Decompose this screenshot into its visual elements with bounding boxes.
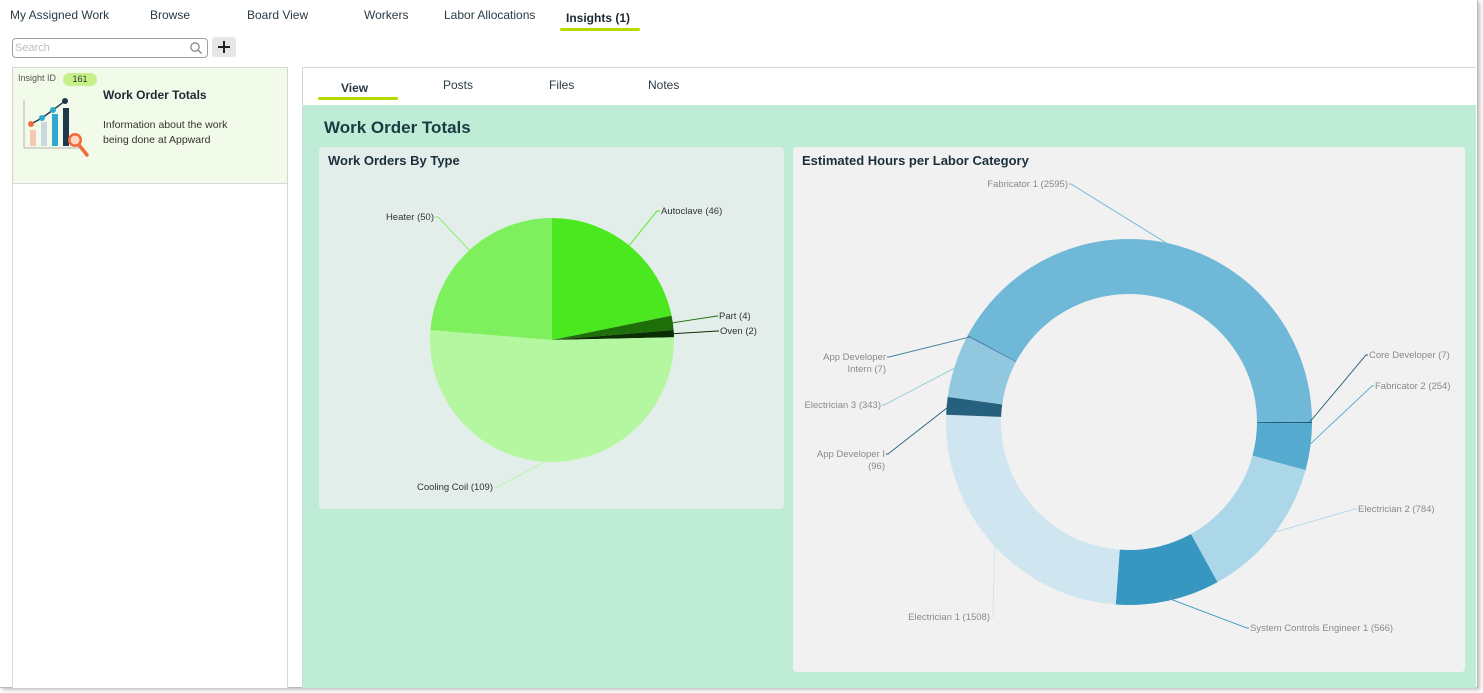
data-label-electrician-3: Electrician 3 (343) — [804, 400, 881, 411]
leader-line-system-controls-engineer-1 — [1167, 597, 1249, 629]
leader-line-electrician-2 — [1270, 508, 1357, 534]
add-insight-button[interactable] — [212, 37, 236, 57]
slice-part[interactable] — [552, 315, 674, 340]
slice-oven[interactable] — [552, 330, 674, 340]
work-orders-pie-chart: Autoclave (46) Part (4) Oven (2) Cooling Co… — [386, 206, 757, 493]
slice-electrician-2[interactable] — [1190, 455, 1306, 583]
insight-id-label: Insight ID — [18, 73, 57, 83]
tab-insights[interactable]: Insights (1) — [566, 11, 631, 25]
insight-title: Work Order Totals — [103, 88, 207, 102]
active-tab-indicator — [560, 28, 640, 31]
search-box — [12, 38, 208, 58]
labor-hours-chart-panel: Estimated Hours per Labor Category Core … — [793, 147, 1465, 672]
leader-line-app-developer-i — [886, 405, 950, 455]
tab-view[interactable]: View — [341, 81, 369, 95]
tab-files[interactable]: Files — [549, 78, 575, 92]
slice-fabricator-2[interactable] — [1252, 422, 1312, 471]
tab-board-view[interactable]: Board View — [247, 8, 309, 22]
insight-description: Information about the work being done at… — [103, 119, 228, 146]
insight-id-badge: 161 — [63, 73, 97, 86]
slice-heater[interactable] — [430, 218, 552, 340]
data-label-system-controls-engineer-1: System Controls Engineer 1 (566) — [1250, 623, 1393, 634]
work-orders-chart-panel: Work Orders By Type Autoclave (46) Part (… — [319, 147, 784, 509]
slice-cooling-coil[interactable] — [430, 330, 674, 463]
leader-line-fabricator-1 — [1069, 183, 1174, 248]
leader-line-cooling-coil — [494, 459, 549, 488]
insight-detail: View Posts Files Notes Work Order Totals… — [302, 67, 1476, 688]
data-label-electrician-2: Electrician 2 (784) — [1358, 504, 1435, 515]
leader-line-oven — [671, 330, 719, 335]
tab-notes[interactable]: Notes — [648, 78, 680, 92]
active-subtab-indicator — [318, 97, 398, 100]
chart-title: Work Orders By Type — [328, 153, 460, 168]
leader-line-electrician-1 — [991, 542, 996, 618]
slice-autoclave[interactable] — [552, 218, 672, 340]
data-label-app-developer-i: App Developer I (96) — [817, 449, 885, 472]
data-label-electrician-1: Electrician 1 (1508) — [908, 612, 990, 623]
data-label-heater: Heater (50) — [386, 212, 434, 223]
leader-line-app-developer-intern — [887, 336, 971, 358]
leader-line-autoclave — [627, 210, 660, 248]
leader-line-electrician-3 — [882, 366, 958, 406]
slice-core-developer[interactable] — [1256, 422, 1312, 424]
leader-line-fabricator-2 — [1307, 385, 1374, 447]
top-navigation: My Assigned Work Browse Board View Worke… — [0, 0, 1477, 36]
search-icon[interactable] — [189, 41, 203, 55]
labor-hours-donut-chart: Core Developer (7) Fabricator 2 (254) Elec… — [804, 179, 1451, 634]
data-label-app-developer-intern: App Developer Intern (7) — [823, 352, 886, 375]
insight-card[interactable]: Insight ID 161 Work Order Totals Informa… — [13, 68, 287, 184]
slice-electrician-1[interactable] — [946, 414, 1120, 605]
leader-line-part — [670, 315, 718, 324]
data-label-part: Part (4) — [719, 311, 751, 322]
slice-system-controls-engineer-1[interactable] — [1115, 534, 1218, 605]
leader-line-core-developer — [1308, 354, 1368, 423]
insight-view: Work Order Totals Work Orders By Type Au… — [303, 105, 1476, 688]
data-label-cooling-coil: Cooling Coil (109) — [417, 482, 493, 493]
page-title: Work Order Totals — [324, 118, 471, 137]
slice-app-developer-i[interactable] — [946, 396, 1003, 417]
slice-electrician-3[interactable] — [947, 336, 1016, 405]
data-label-fabricator-2: Fabricator 2 (254) — [1375, 381, 1451, 392]
data-label-core-developer: Core Developer (7) — [1369, 350, 1450, 361]
tab-labor-allocations[interactable]: Labor Allocations — [444, 8, 536, 22]
chart-magnifier-icon — [23, 98, 89, 157]
search-input[interactable] — [15, 40, 185, 55]
slice-app-developer-intern[interactable] — [967, 335, 1017, 363]
insight-list: Insight ID 161 Work Order Totals Informa… — [12, 67, 288, 688]
tab-browse[interactable]: Browse — [150, 8, 191, 22]
tab-posts[interactable]: Posts — [443, 78, 474, 92]
subtab-bar: View Posts Files Notes — [303, 68, 1476, 106]
data-label-fabricator-1: Fabricator 1 (2595) — [987, 179, 1068, 190]
tab-my-assigned-work[interactable]: My Assigned Work — [10, 8, 110, 22]
leader-line-heater — [435, 216, 471, 252]
data-label-autoclave: Autoclave (46) — [661, 206, 722, 217]
data-label-oven: Oven (2) — [720, 326, 757, 337]
tab-workers[interactable]: Workers — [364, 8, 409, 22]
slice-fabricator-1[interactable] — [967, 239, 1312, 422]
chart-title: Estimated Hours per Labor Category — [802, 153, 1029, 168]
